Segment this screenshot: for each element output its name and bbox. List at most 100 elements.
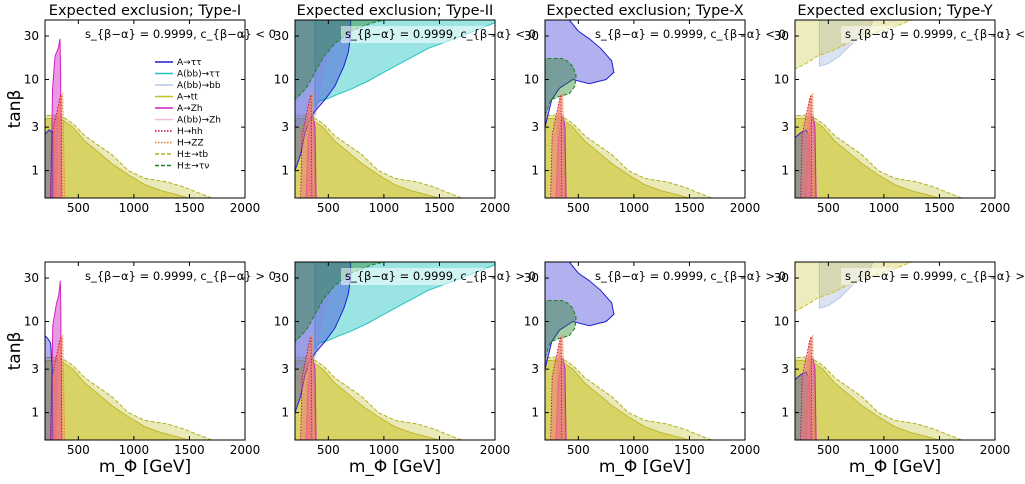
panel-type-i-cpos: 500 1000 1500 2000 1 3 10 30 s_{β−α} = 0.9999, c… [24,261,276,457]
legend-label: A(bb)→ττ [177,70,220,80]
y-tick-label: 30 [774,29,789,43]
annotation-text: s_{β−α} = 0.9999, c_{β−α} > 0 [845,269,1025,283]
x-tick-label: 500 [67,201,90,215]
legend-label: A(bb)→Zh [177,116,221,126]
x-tick-label: 2000 [230,201,261,215]
y-tick-label: 3 [281,362,289,376]
y-tick-label: 10 [274,72,289,86]
region-h-hh [550,336,563,440]
region-a-bb-bb [295,20,346,128]
legend-label: H±→τν [177,162,209,172]
region-a- [545,20,615,128]
panel-type-y-cneg: 500 1000 1500 2000 1 3 10 30 s_{β−α} = 0.9999, c… [774,19,1025,215]
y-tick-label: 1 [781,406,789,420]
plot-area [45,38,212,198]
x-tick-label: 2000 [480,443,511,457]
legend-label: A→Zh [177,104,203,114]
legend-label: A→ττ [177,58,202,68]
y-tick-label: 30 [774,271,789,285]
legend: A→ττ A(bb)→ττA(bb)→bb A→ttA→Zh A(bb)→ZhH→hh… [155,58,221,172]
y-tick-label: 30 [524,271,539,285]
legend-label: H±→tb [177,150,208,160]
y-tick-label: 30 [274,29,289,43]
region-h-hh [800,94,813,198]
xlabel-col-2: m_Φ [GeV] [349,457,441,477]
plot-area [795,262,962,440]
annotation-text: s_{β−α} = 0.9999, c_{β−α} > 0 [345,269,536,283]
x-tick-label: 1000 [119,201,150,215]
y-tick-label: 3 [31,362,39,376]
x-tick-label: 1000 [119,443,150,457]
x-tick-label: 500 [317,443,340,457]
legend-label: A(bb)→bb [177,81,221,91]
y-tick-label: 1 [31,406,39,420]
y-tick-label: 3 [531,362,539,376]
x-tick-label: 500 [817,443,840,457]
y-tick-label: 10 [274,314,289,328]
y-tick-label: 1 [531,164,539,178]
x-tick-label: 1500 [424,201,455,215]
y-tick-label: 10 [24,314,39,328]
annotation-text: s_{β−α} = 0.9999, c_{β−α} < 0 [345,27,536,41]
x-tick-label: 1500 [674,443,705,457]
xlabel-col-4: m_Φ [GeV] [849,457,941,477]
x-tick-label: 500 [817,201,840,215]
x-tick-label: 1500 [424,443,455,457]
y-tick-label: 30 [24,271,39,285]
y-tick-label: 30 [274,271,289,285]
panel-frame [44,261,246,441]
plot-area [295,262,495,440]
region-h-tb-large-tan- [795,262,912,312]
panel-type-i-cneg: 500 1000 1500 2000 1 3 10 30 s_{β−α} = 0.9999, c… [24,19,276,215]
y-tick-label: 3 [781,120,789,134]
plot-area [295,20,495,198]
x-tick-label: 1500 [924,201,955,215]
x-tick-label: 500 [317,201,340,215]
legend-label: A→tt [177,93,198,103]
plot-area [45,280,212,440]
y-tick-label: 1 [31,164,39,178]
y-tick-label: 10 [774,314,789,328]
plot-area [795,20,962,198]
y-tick-label: 10 [24,72,39,86]
legend-label: H→ZZ [177,139,204,149]
region-h-hh [300,336,313,440]
y-tick-label: 30 [24,29,39,43]
annotation-text: s_{β−α} = 0.9999, c_{β−α} < 0 [595,27,786,41]
region-h-hh [50,94,63,198]
y-tick-label: 1 [781,164,789,178]
x-tick-label: 1500 [174,201,205,215]
region-a- [45,334,54,440]
annotation-box [341,26,493,43]
region-a- [45,129,54,198]
region-h-tb-large-tan- [795,20,912,70]
y-tick-label: 30 [524,29,539,43]
x-tick-label: 1500 [924,443,955,457]
x-tick-label: 2000 [980,201,1011,215]
x-tick-label: 2000 [980,443,1011,457]
plot-area [545,20,712,198]
y-tick-label: 1 [281,406,289,420]
annotation-text: s_{β−α} = 0.9999, c_{β−α} < 0 [85,27,276,41]
x-tick-label: 2000 [730,201,761,215]
xlabel-col-3: m_Φ [GeV] [599,457,691,477]
region-h-hh [300,94,313,198]
x-tick-label: 1000 [369,443,400,457]
x-tick-label: 2000 [730,443,761,457]
y-tick-label: 10 [524,72,539,86]
region-a-bb-bb [295,262,346,370]
x-tick-label: 500 [67,443,90,457]
x-tick-label: 1000 [369,201,400,215]
region-h-hh [800,336,813,440]
x-tick-label: 2000 [480,201,511,215]
x-tick-label: 1000 [619,443,650,457]
x-tick-label: 1000 [869,201,900,215]
panel-frame [294,261,496,441]
y-tick-label: 3 [31,120,39,134]
region-h- [295,20,385,101]
